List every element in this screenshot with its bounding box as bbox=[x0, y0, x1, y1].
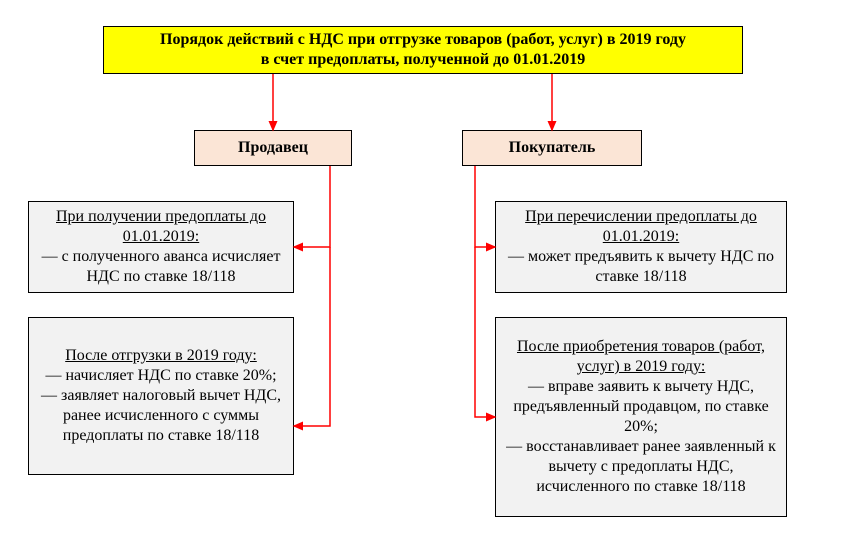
seller-info2-box: После отгрузки в 2019 году: — начисляет … bbox=[28, 317, 294, 475]
title-box: Порядок действий с НДС при отгрузке това… bbox=[103, 26, 743, 74]
seller-info1-body: — с полученного аванса исчисляет НДС по … bbox=[42, 248, 281, 285]
seller-info2-body: — начисляет НДС по ставке 20%;— заявляет… bbox=[41, 367, 281, 444]
title-line1: Порядок действий с НДС при отгрузке това… bbox=[160, 31, 686, 48]
buyer-info2-box: После приобретения товаров (работ, услуг… bbox=[495, 317, 787, 517]
buyer-info1-content: При перечислении предоплаты до 01.01.201… bbox=[504, 207, 778, 287]
seller-info2-content: После отгрузки в 2019 году: — начисляет … bbox=[37, 346, 285, 446]
seller-info1-content: При получении предоплаты до 01.01.2019: … bbox=[37, 207, 285, 287]
buyer-info2-heading: После приобретения товаров (работ, услуг… bbox=[517, 338, 765, 375]
buyer-role-box: Покупатель bbox=[462, 130, 642, 166]
buyer-info2-content: После приобретения товаров (работ, услуг… bbox=[504, 337, 778, 497]
buyer-info1-heading: При перечислении предоплаты до 01.01.201… bbox=[525, 208, 757, 245]
buyer-info1-box: При перечислении предоплаты до 01.01.201… bbox=[495, 201, 787, 293]
seller-label: Продавец bbox=[238, 138, 308, 158]
title-text: Порядок действий с НДС при отгрузке това… bbox=[160, 30, 686, 70]
seller-info2-heading: После отгрузки в 2019 году: bbox=[65, 347, 257, 364]
title-line2: в счет предоплаты, полученной до 01.01.2… bbox=[261, 51, 586, 68]
seller-role-box: Продавец bbox=[194, 130, 352, 166]
seller-info1-heading: При получении предоплаты до 01.01.2019: bbox=[56, 208, 266, 245]
seller-info1-box: При получении предоплаты до 01.01.2019: … bbox=[28, 201, 294, 293]
buyer-label: Покупатель bbox=[509, 138, 596, 158]
buyer-info1-body: — может предъявить к вычету НДС по ставк… bbox=[508, 248, 774, 285]
buyer-info2-body: — вправе заявить к вычету НДС, предъявле… bbox=[506, 378, 776, 495]
